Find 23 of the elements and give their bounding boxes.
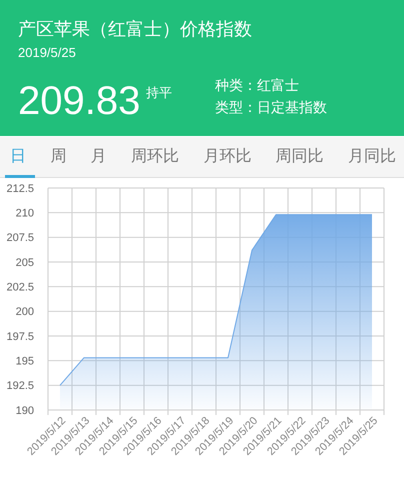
- text: 种类：红富士: [215, 76, 299, 94]
- y-tick-label: 207.5: [6, 232, 34, 244]
- text: 月环比: [203, 147, 252, 167]
- y-tick-label: 192.5: [6, 380, 34, 392]
- text: 周同比: [276, 147, 324, 167]
- text: 周: [50, 147, 66, 167]
- chart-title: 产区苹果（红富士）价格指数: [18, 18, 252, 40]
- y-tick-label: 212.5: [6, 182, 34, 195]
- y-tick-label: 205: [16, 256, 34, 269]
- chart-subtitle: 2019/5/25: [18, 45, 76, 61]
- text: 月: [90, 147, 107, 167]
- text: 月同比: [348, 147, 396, 167]
- text: 类型：日定基指数: [215, 98, 327, 116]
- text: 持平: [146, 85, 172, 101]
- y-tick-label: 190: [16, 404, 34, 417]
- y-tick-label: 200: [16, 306, 34, 318]
- text: 周环比: [130, 147, 179, 167]
- y-tick-label: 195: [16, 356, 34, 368]
- y-tick-label: 202.5: [6, 282, 34, 294]
- text: 日: [10, 147, 26, 167]
- text: 209.83: [18, 79, 140, 123]
- y-tick-label: 197.5: [6, 330, 34, 343]
- y-tick-label: 210: [16, 208, 34, 220]
